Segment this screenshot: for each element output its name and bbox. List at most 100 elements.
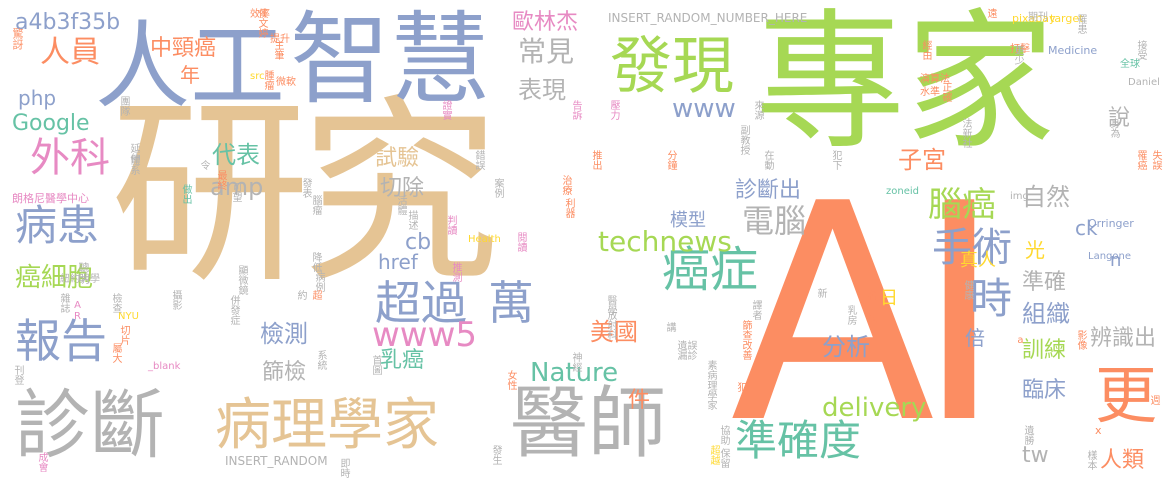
word: 令 — [198, 160, 209, 170]
word: 準確度 — [735, 416, 862, 465]
word: 發表 — [300, 178, 311, 198]
word: 癌症 — [662, 242, 759, 298]
word: 智慧 — [290, 1, 490, 118]
word: 朗格尼醫學中心 — [12, 192, 89, 205]
word: 超過 — [375, 276, 467, 330]
word: 法新社 — [960, 118, 971, 148]
word: 約 — [295, 290, 306, 300]
word: 腦癌 — [928, 185, 996, 225]
word: 微軟 — [276, 77, 296, 88]
word: 描述 — [406, 210, 417, 230]
word: 病例 — [313, 272, 324, 292]
word: 發現 — [610, 29, 735, 102]
word: 切片 — [118, 325, 129, 345]
word: AI — [730, 140, 1004, 482]
word: 神經 — [570, 352, 581, 372]
word: 團隊 — [118, 96, 129, 116]
word: 快 — [865, 313, 876, 323]
word: 譯者 — [750, 300, 761, 320]
word: 美國 — [590, 318, 638, 346]
word: 接受 — [1135, 40, 1146, 60]
word: 可望 — [230, 182, 241, 202]
word: 萬 — [488, 276, 534, 330]
word: 外科 — [30, 135, 110, 181]
word: 失誤 — [1150, 150, 1161, 170]
word: 首圖 — [370, 355, 381, 375]
word: 成會 — [36, 452, 47, 472]
word: 醫學 — [605, 295, 616, 315]
word: 健康 — [962, 280, 973, 300]
word: 遠 — [985, 8, 996, 18]
word: Nature — [530, 358, 619, 388]
word: 體系 — [128, 155, 139, 175]
word: 切除 — [380, 176, 425, 201]
word: 超越 — [708, 445, 719, 465]
word: 常見 — [518, 35, 575, 68]
word: 壓力 — [608, 100, 619, 120]
word: 協助 — [718, 425, 729, 445]
word: img — [1010, 191, 1029, 202]
word: zoneid — [886, 186, 919, 197]
word: 犯 — [735, 382, 746, 392]
word: www — [672, 94, 736, 124]
word: 在動 — [762, 150, 773, 170]
word: 遺勝 — [1022, 425, 1033, 445]
word: 手術 — [932, 225, 1012, 271]
word: 件 — [628, 388, 651, 413]
word: 乳房 — [845, 305, 856, 325]
word: 告訴 — [570, 100, 581, 120]
word: 自然 — [1022, 183, 1070, 211]
word: delivery — [822, 393, 927, 423]
word: www5 — [372, 315, 478, 355]
word: 系統 — [315, 350, 326, 370]
word: 更 — [1095, 359, 1158, 432]
word: 女性 — [505, 370, 516, 390]
word: 證實 — [440, 100, 451, 120]
word: 人員 — [40, 35, 100, 70]
word: 超 — [310, 290, 321, 300]
word: 乳癌 — [380, 348, 425, 373]
word: 侯文婷 — [256, 8, 267, 38]
word: 保留 — [718, 448, 729, 468]
word: 閱讀 — [515, 232, 526, 252]
word: 診斷出 — [735, 178, 802, 203]
word: 樣本 — [1085, 450, 1096, 470]
word: 改善 — [740, 340, 751, 360]
word: 刊登 — [12, 365, 23, 385]
word: 最終 — [215, 170, 226, 190]
word: Orringer — [1088, 217, 1134, 230]
word: 檢測 — [260, 320, 308, 348]
word: 效率 — [250, 9, 270, 20]
word: 代表 — [212, 141, 260, 169]
word: 診斷 — [15, 381, 166, 469]
word: 更少 — [1012, 45, 1023, 65]
word: _blank — [148, 361, 181, 372]
word: 犯下 — [830, 150, 841, 170]
word: 準確 — [1022, 270, 1067, 295]
word: 做出 — [180, 184, 191, 204]
word: a — [1015, 335, 1026, 346]
word: 人類 — [1100, 448, 1145, 473]
word: 臨床 — [1022, 378, 1067, 403]
word: Google — [12, 111, 90, 136]
word: 醫師 — [510, 379, 667, 469]
word: src — [250, 71, 265, 82]
word: 腦瘤 — [310, 195, 321, 215]
word: 降低 — [310, 252, 321, 272]
word: AR — [72, 300, 83, 322]
word: 發生 — [490, 445, 501, 465]
word: 正確 — [940, 82, 951, 102]
word: 專家 — [755, 0, 1056, 170]
word: 錯誤 — [473, 150, 484, 170]
word: 身為 — [1108, 118, 1119, 138]
word: 治療 — [560, 175, 571, 195]
word: 來源 — [752, 100, 763, 120]
word: ck — [1075, 216, 1098, 240]
word: 病理學家 — [215, 393, 439, 458]
word: 真人 — [960, 250, 996, 271]
word: 案例 — [492, 178, 503, 198]
word: 罹癌 — [1135, 150, 1146, 170]
word: 推出 — [590, 150, 601, 170]
word: 週 — [1148, 395, 1159, 405]
word: Langone — [1088, 251, 1131, 262]
